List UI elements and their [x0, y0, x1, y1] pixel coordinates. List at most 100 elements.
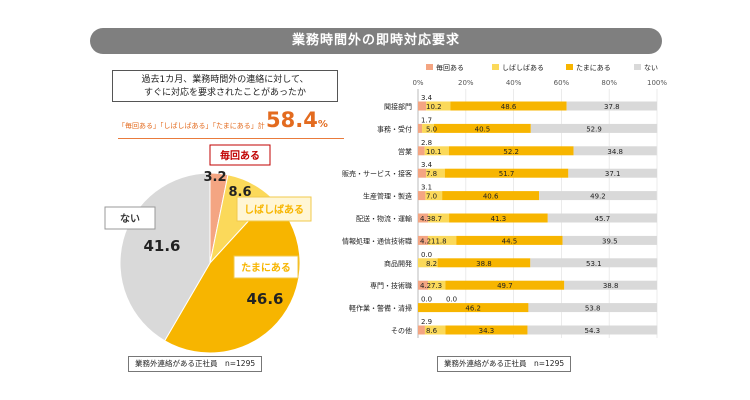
summary-label: 「毎回ある」「しばしばある」「たまにある」計 [118, 122, 265, 130]
y-category-label: 専門・技術職 [370, 281, 412, 290]
bar-segment [445, 280, 565, 290]
x-tick-label: 20% [458, 79, 474, 87]
x-tick-label: 80% [601, 79, 617, 87]
bar-value-label: 53.1 [586, 260, 602, 268]
pie-category-label: しばしばある [244, 203, 304, 216]
chart-banner-title: 業務時間外の即時対応要求 [90, 28, 662, 54]
bar-value-label: 8.2 [426, 260, 437, 268]
bar-value-label: 52.2 [503, 148, 519, 156]
x-tick-label: 100% [647, 79, 667, 87]
summary-total: 「毎回ある」「しばしばある」「たまにある」計 58.4% [118, 108, 344, 139]
bar-segment [418, 191, 426, 201]
summary-number: 58.4 [266, 108, 318, 132]
y-category-label: 情報処理・通信技術職 [342, 236, 412, 245]
bar-value-label: 34.3 [479, 327, 495, 335]
bar-value-label: 54.3 [585, 327, 601, 335]
bar-segment [418, 123, 423, 133]
bar-value-label: 4.2 [420, 282, 431, 290]
bar-segment [428, 235, 457, 245]
bar-segment [445, 325, 528, 335]
bar-segment [418, 280, 429, 290]
bar-value-label: 53.8 [585, 305, 601, 313]
bar-segment [528, 303, 657, 313]
bar-value-label: 3.1 [421, 184, 432, 192]
pie-slice [163, 195, 301, 354]
y-category-label: 配送・物流・運輸 [356, 214, 412, 223]
bar-segment [573, 146, 657, 156]
bar-value-label: 40.6 [483, 193, 499, 201]
bar-segment [442, 191, 540, 201]
bar-segment [547, 213, 657, 223]
bar-segment [568, 168, 657, 178]
bar-value-label: 3.4 [421, 161, 433, 169]
bar-value-label: 5.0 [426, 125, 437, 133]
bar-value-label: 37.1 [605, 170, 621, 178]
question-line-2: すぐに対応を要求されたことがあったか [143, 88, 306, 98]
summary-value: 58.4% [266, 108, 328, 132]
bar-segment [444, 168, 569, 178]
bar-value-label: 34.8 [607, 148, 623, 156]
legend-entry: ない [644, 64, 658, 72]
bar-segment [424, 325, 446, 335]
bar-segment [566, 101, 657, 111]
bar-value-label: 7.8 [426, 170, 437, 178]
question-line-1: 過去1カ月、業務時間外の連絡に対して、 [141, 75, 309, 85]
bar-value-label: 38.8 [476, 260, 492, 268]
bar-value-label: 2.8 [421, 139, 432, 147]
bar-segment [450, 101, 567, 111]
bar-segment [418, 235, 429, 245]
bar-segment [422, 123, 435, 133]
bar-segment [428, 213, 450, 223]
bar-segment [434, 123, 531, 133]
bar-value-label: 45.7 [595, 215, 611, 223]
bar-sample-note: 業務外連絡がある正社員 n=1295 [437, 356, 572, 372]
y-category-label: 販売・サービス・接客 [342, 169, 412, 178]
survey-question-box: 過去1カ月、業務時間外の連絡に対して、 すぐに対応を要求されたことがあったか [112, 70, 338, 102]
bar-value-label: 7.3 [431, 282, 442, 290]
bar-value-label: 48.6 [501, 103, 517, 111]
bar-value-label: 46.2 [465, 305, 481, 313]
bar-segment [449, 213, 548, 223]
pie-category-box [233, 255, 299, 279]
bar-value-label: 10.2 [426, 103, 442, 111]
bar-segment [425, 191, 443, 201]
y-category-label: 聞接部門 [384, 102, 412, 111]
bar-value-label: 10.1 [426, 148, 442, 156]
bar-value-label: 8.6 [426, 327, 438, 335]
y-category-label: その他 [391, 326, 412, 335]
bar-segment [437, 258, 531, 268]
bar-value-label: 2.9 [421, 318, 432, 326]
legend-swatch [566, 64, 573, 70]
bar-segment [426, 168, 445, 178]
bar-segment [530, 123, 658, 133]
bar-segment [418, 101, 427, 111]
bar-segment [424, 146, 449, 156]
legend-entry: たまにある [576, 64, 611, 72]
bar-value-label: 7.0 [426, 193, 437, 201]
bar-segment [418, 168, 427, 178]
pie-category-label: ない [120, 213, 140, 225]
pie-category-box [104, 206, 156, 230]
bar-value-label: 11.8 [431, 237, 447, 245]
bar-value-label: 52.9 [586, 125, 602, 133]
bar-value-label: 3.4 [421, 94, 433, 102]
bar-segment [418, 325, 425, 335]
pie-value-label: 41.6 [143, 237, 180, 255]
pie-value-label: 8.6 [228, 185, 251, 200]
bar-value-label: 0.0 [421, 251, 432, 259]
legend-entry: しばしばある [502, 63, 544, 72]
pie-category-box [236, 196, 312, 222]
legend-swatch [634, 64, 641, 70]
bar-segment [428, 280, 446, 290]
legend-swatch [426, 64, 433, 70]
pie-sample-note: 業務外連絡がある正社員 n=1295 [128, 356, 263, 372]
pie-value-label: 3.2 [203, 170, 226, 185]
legend-swatch [492, 64, 499, 70]
bar-segment [564, 280, 657, 290]
bar-segment [539, 191, 657, 201]
bar-value-label: 38.8 [603, 282, 619, 290]
x-tick-label: 0% [412, 79, 423, 87]
bar-value-label: 8.7 [431, 215, 442, 223]
bar-value-label: 37.8 [604, 103, 620, 111]
